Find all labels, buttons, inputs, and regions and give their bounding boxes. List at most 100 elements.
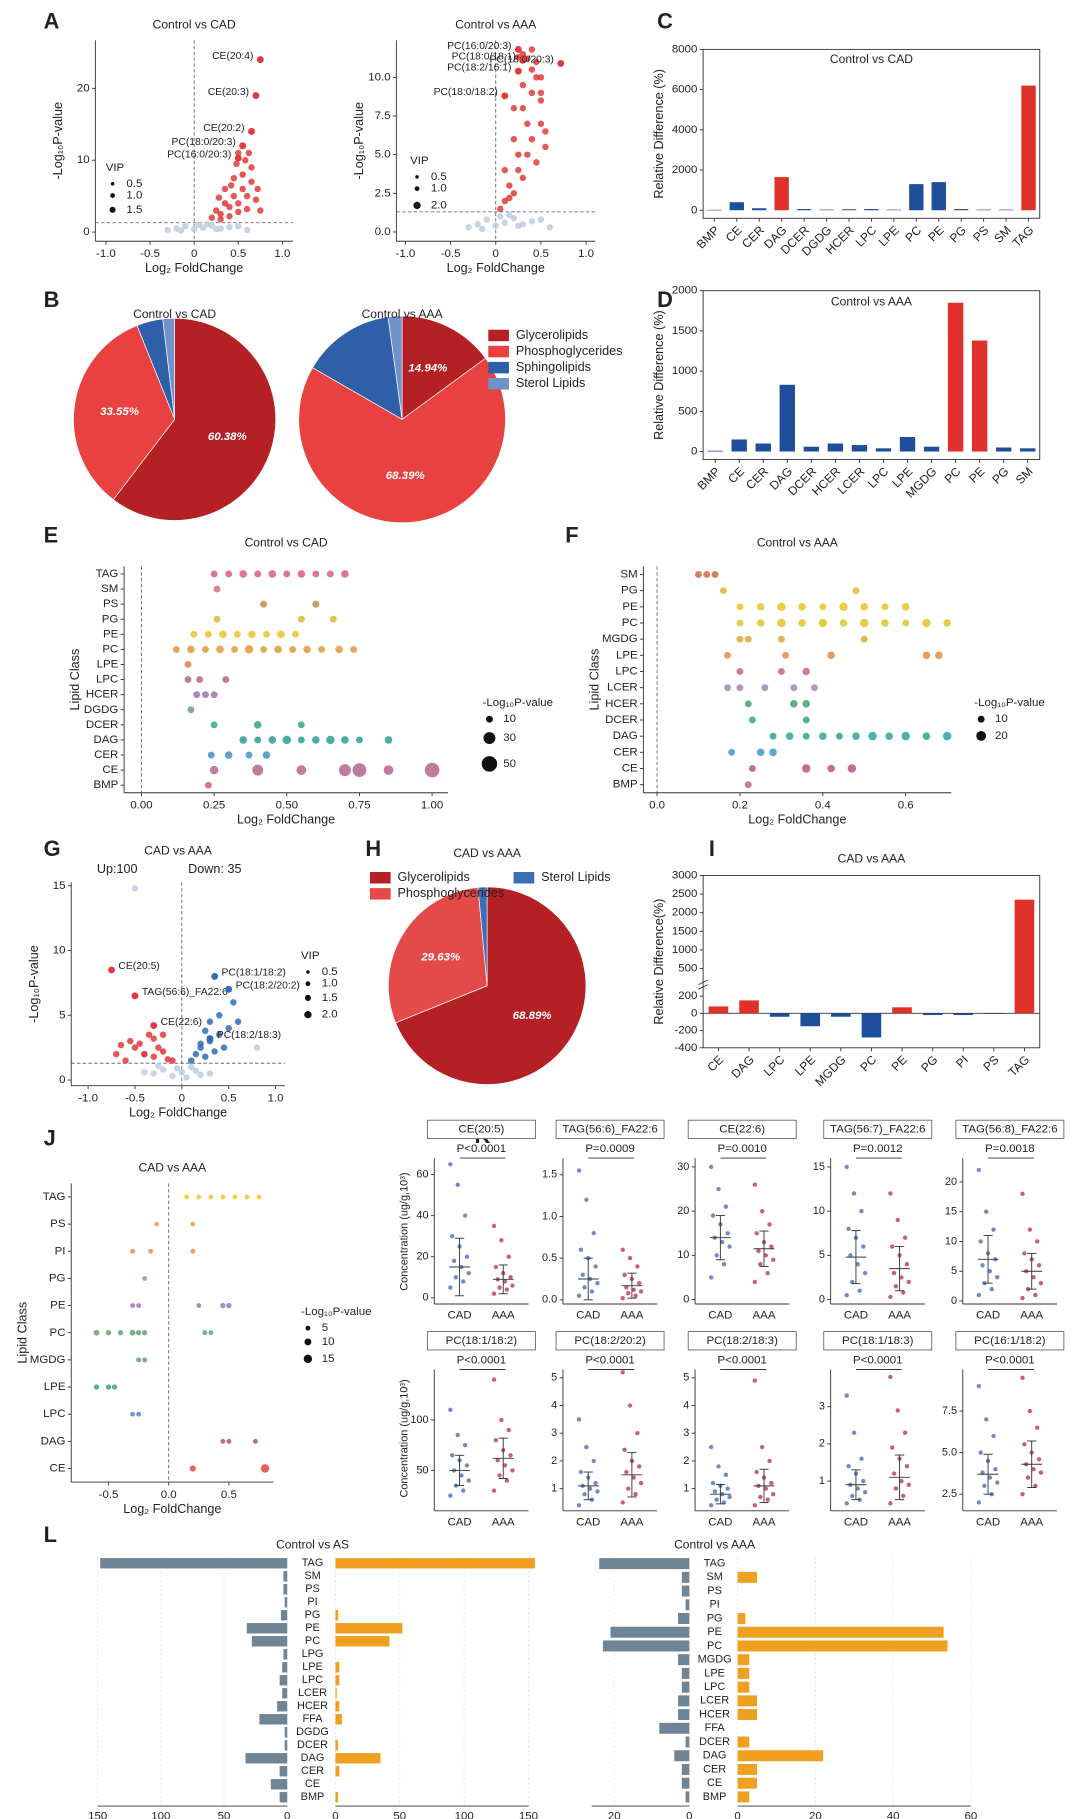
point [576, 1503, 582, 1508]
size-legend-key [483, 732, 496, 745]
point [510, 1468, 515, 1473]
point [862, 1490, 868, 1495]
point [901, 1493, 906, 1499]
y-axis-title: Lipid Class [587, 649, 601, 711]
x-tick-label: 20 [809, 1810, 822, 1819]
x-tick-label: CAD [708, 1310, 732, 1322]
y-tick-label: 5 [819, 1249, 825, 1261]
x-axis-title: Log₂ FoldChange [748, 813, 846, 827]
size-legend-label: 2.0 [431, 199, 447, 211]
point [220, 1194, 226, 1200]
p-value: P<0.0001 [853, 1354, 902, 1366]
bar-mice [280, 1610, 288, 1621]
point [891, 1471, 897, 1476]
point [260, 600, 268, 608]
point [220, 1044, 228, 1051]
size-legend-label: 0.5 [322, 966, 338, 978]
point [748, 765, 756, 772]
point [584, 1197, 589, 1202]
point [235, 200, 242, 207]
category-label: CE [707, 1777, 722, 1789]
bar-mice [277, 1701, 288, 1712]
point [466, 1478, 471, 1483]
y-tick-label: HCER [86, 689, 118, 701]
point [533, 74, 540, 81]
pie-slice [387, 315, 403, 420]
point [197, 1071, 204, 1079]
category-label: PS [707, 1585, 722, 1597]
x-tick-label: LPE [792, 1053, 818, 1079]
point [754, 1231, 759, 1236]
panel-title: PC(18:1/18:3) [842, 1335, 914, 1347]
y-tick-label: 20 [77, 82, 90, 94]
point [633, 1491, 638, 1497]
bar-mice [270, 1779, 288, 1790]
x-tick-label: 0.75 [348, 799, 370, 811]
point [493, 1437, 499, 1443]
point [117, 1041, 125, 1049]
y-tick-label: 5 [951, 1265, 957, 1277]
point [537, 89, 545, 97]
point [329, 615, 337, 623]
bar-mice [685, 1736, 690, 1748]
point [252, 764, 264, 776]
y-tick-label: BMP [613, 779, 638, 791]
bar-mice [602, 1640, 690, 1652]
point [318, 645, 326, 653]
point [881, 619, 889, 627]
point [262, 751, 271, 759]
point [995, 1480, 1000, 1485]
panel-letter: L [44, 1522, 57, 1547]
point [862, 1270, 868, 1276]
x-tick-label: AAA [753, 1310, 776, 1322]
y-tick-label: 8000 [672, 43, 698, 55]
bar-mice [279, 1792, 288, 1803]
point [204, 781, 212, 789]
point [844, 1501, 849, 1506]
point [584, 1444, 589, 1450]
x-tick-label: 0.00 [130, 799, 152, 811]
point [1031, 1275, 1036, 1280]
bar-human [737, 1777, 758, 1789]
point [274, 645, 282, 654]
y-tick-label: 6000 [672, 84, 698, 96]
y-tick-label: 1000 [672, 365, 698, 377]
annotated-point [234, 154, 242, 162]
point [159, 1048, 167, 1055]
point [591, 1458, 596, 1464]
point [811, 684, 818, 692]
point [711, 571, 719, 578]
point [483, 216, 490, 223]
bar [931, 182, 946, 211]
bar-mice [681, 1763, 690, 1775]
chart-title: Control vs AAA [455, 17, 537, 31]
bar-human [335, 1662, 340, 1673]
point [190, 1248, 196, 1254]
y-tick-label: PE [50, 1300, 66, 1312]
category-label: PC [707, 1640, 722, 1652]
point [769, 1480, 774, 1486]
point [221, 185, 229, 193]
point [851, 1191, 857, 1196]
point [326, 735, 335, 745]
bar-mice [279, 1675, 288, 1686]
point [210, 721, 218, 729]
point [93, 1384, 100, 1390]
point [141, 1069, 148, 1076]
y-tick-label: 3 [819, 1401, 825, 1413]
point [993, 1467, 998, 1472]
bar-mice [659, 1722, 690, 1734]
annotation: CE(20:4) [212, 51, 253, 62]
point [624, 1469, 629, 1475]
annotated-point [248, 128, 255, 135]
point [213, 207, 220, 214]
point [777, 668, 785, 675]
point [135, 1330, 142, 1336]
point [201, 691, 209, 699]
category-label: LPC [302, 1674, 323, 1686]
annotation: PC(18:2/18:3) [217, 1030, 281, 1041]
point [744, 700, 752, 708]
x-axis-title: Log₂ FoldChange [129, 1106, 227, 1120]
x-axis-title: Log₂ FoldChange [123, 1502, 221, 1516]
y-tick-label: 2 [683, 1455, 689, 1467]
